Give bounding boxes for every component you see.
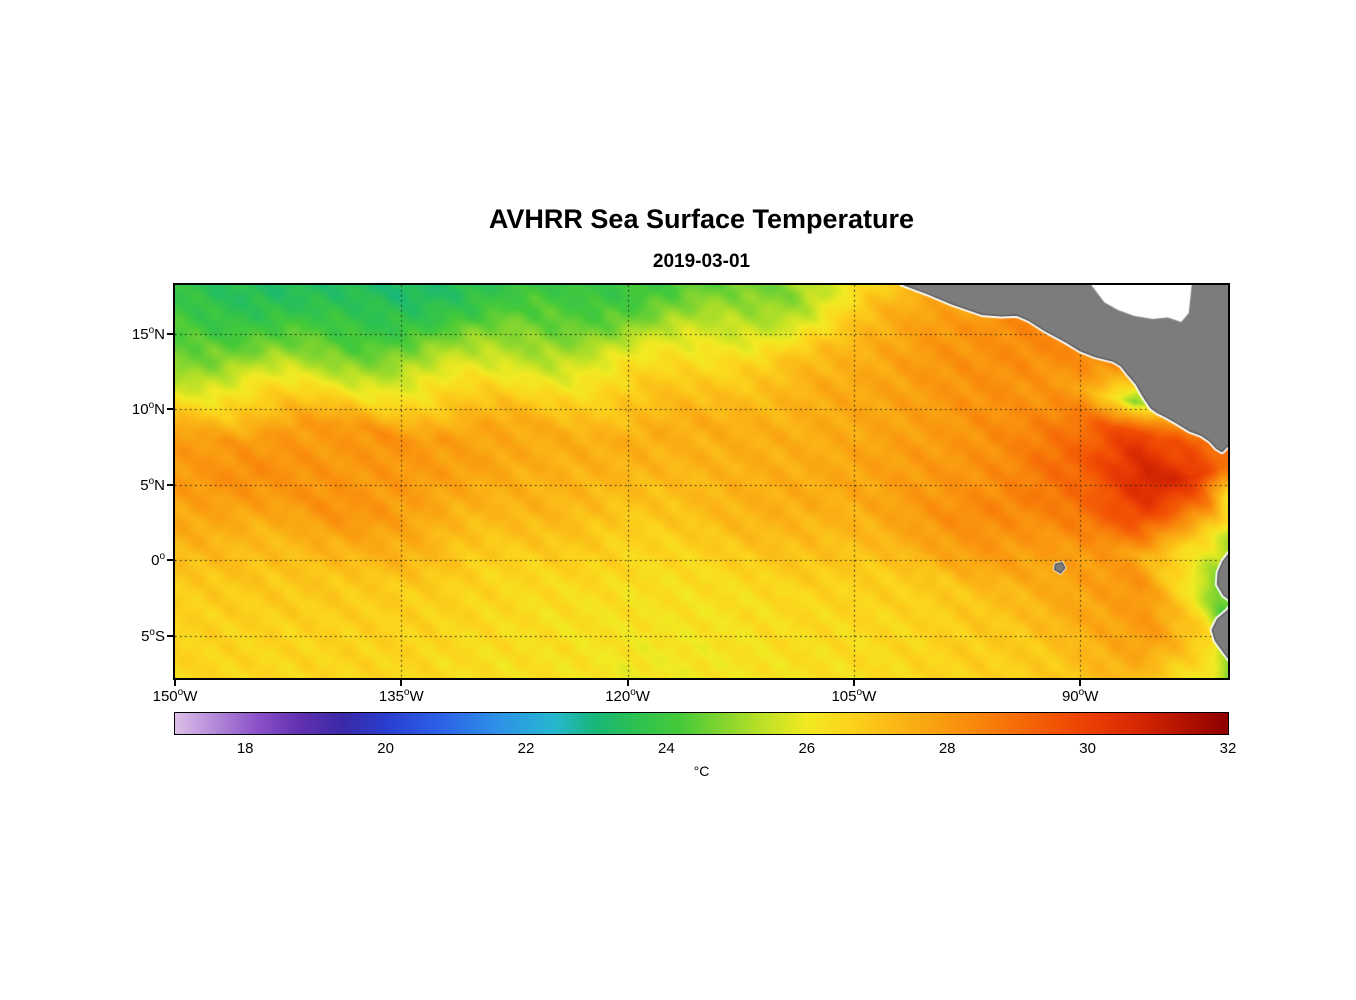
chart-title: AVHRR Sea Surface Temperature: [488, 204, 915, 234]
x-tick-label: 105oW: [831, 687, 877, 705]
colorbar-canvas: [175, 713, 1228, 734]
y-tick-label: 15oN: [131, 325, 165, 344]
y-tick-mark: [167, 408, 173, 411]
x-tick-label: 120oW: [605, 687, 650, 705]
y-tick-mark: [167, 559, 173, 562]
colorbar: [174, 712, 1229, 735]
map-plot-area: [173, 283, 1230, 680]
colorbar-tick-label: 28: [938, 740, 956, 757]
x-tick-label: 90oW: [1061, 687, 1099, 705]
x-tick-mark: [400, 680, 403, 686]
y-tick-label: 0o: [151, 551, 165, 570]
x-tick-mark: [626, 680, 629, 686]
x-tick-label: 135oW: [378, 687, 424, 705]
colorbar-tick-label: 26: [798, 740, 816, 757]
y-tick-label: 10oN: [131, 400, 165, 419]
colorbar-tick-label: 30: [1079, 740, 1096, 757]
sst-heatmap-canvas: [175, 285, 1228, 678]
chart-subtitle: 2019-03-01: [652, 251, 751, 272]
colorbar-tick-label: 22: [517, 740, 535, 757]
x-tick-mark: [852, 680, 855, 686]
y-tick-label: 5oS: [141, 626, 165, 645]
y-tick-label: 5oN: [140, 475, 165, 494]
colorbar-tick-label: 32: [1219, 740, 1237, 757]
colorbar-tick-label: 18: [236, 740, 254, 757]
colorbar-tick-label: 24: [658, 740, 675, 757]
x-tick-label: 150oW: [152, 687, 198, 705]
x-tick-mark: [174, 680, 176, 686]
x-tick-mark: [1079, 680, 1082, 686]
y-tick-mark: [167, 483, 173, 486]
y-tick-mark: [167, 333, 173, 336]
colorbar-unit-label: °C: [693, 763, 710, 779]
colorbar-tick-label: 20: [377, 740, 394, 757]
y-tick-mark: [167, 634, 173, 637]
